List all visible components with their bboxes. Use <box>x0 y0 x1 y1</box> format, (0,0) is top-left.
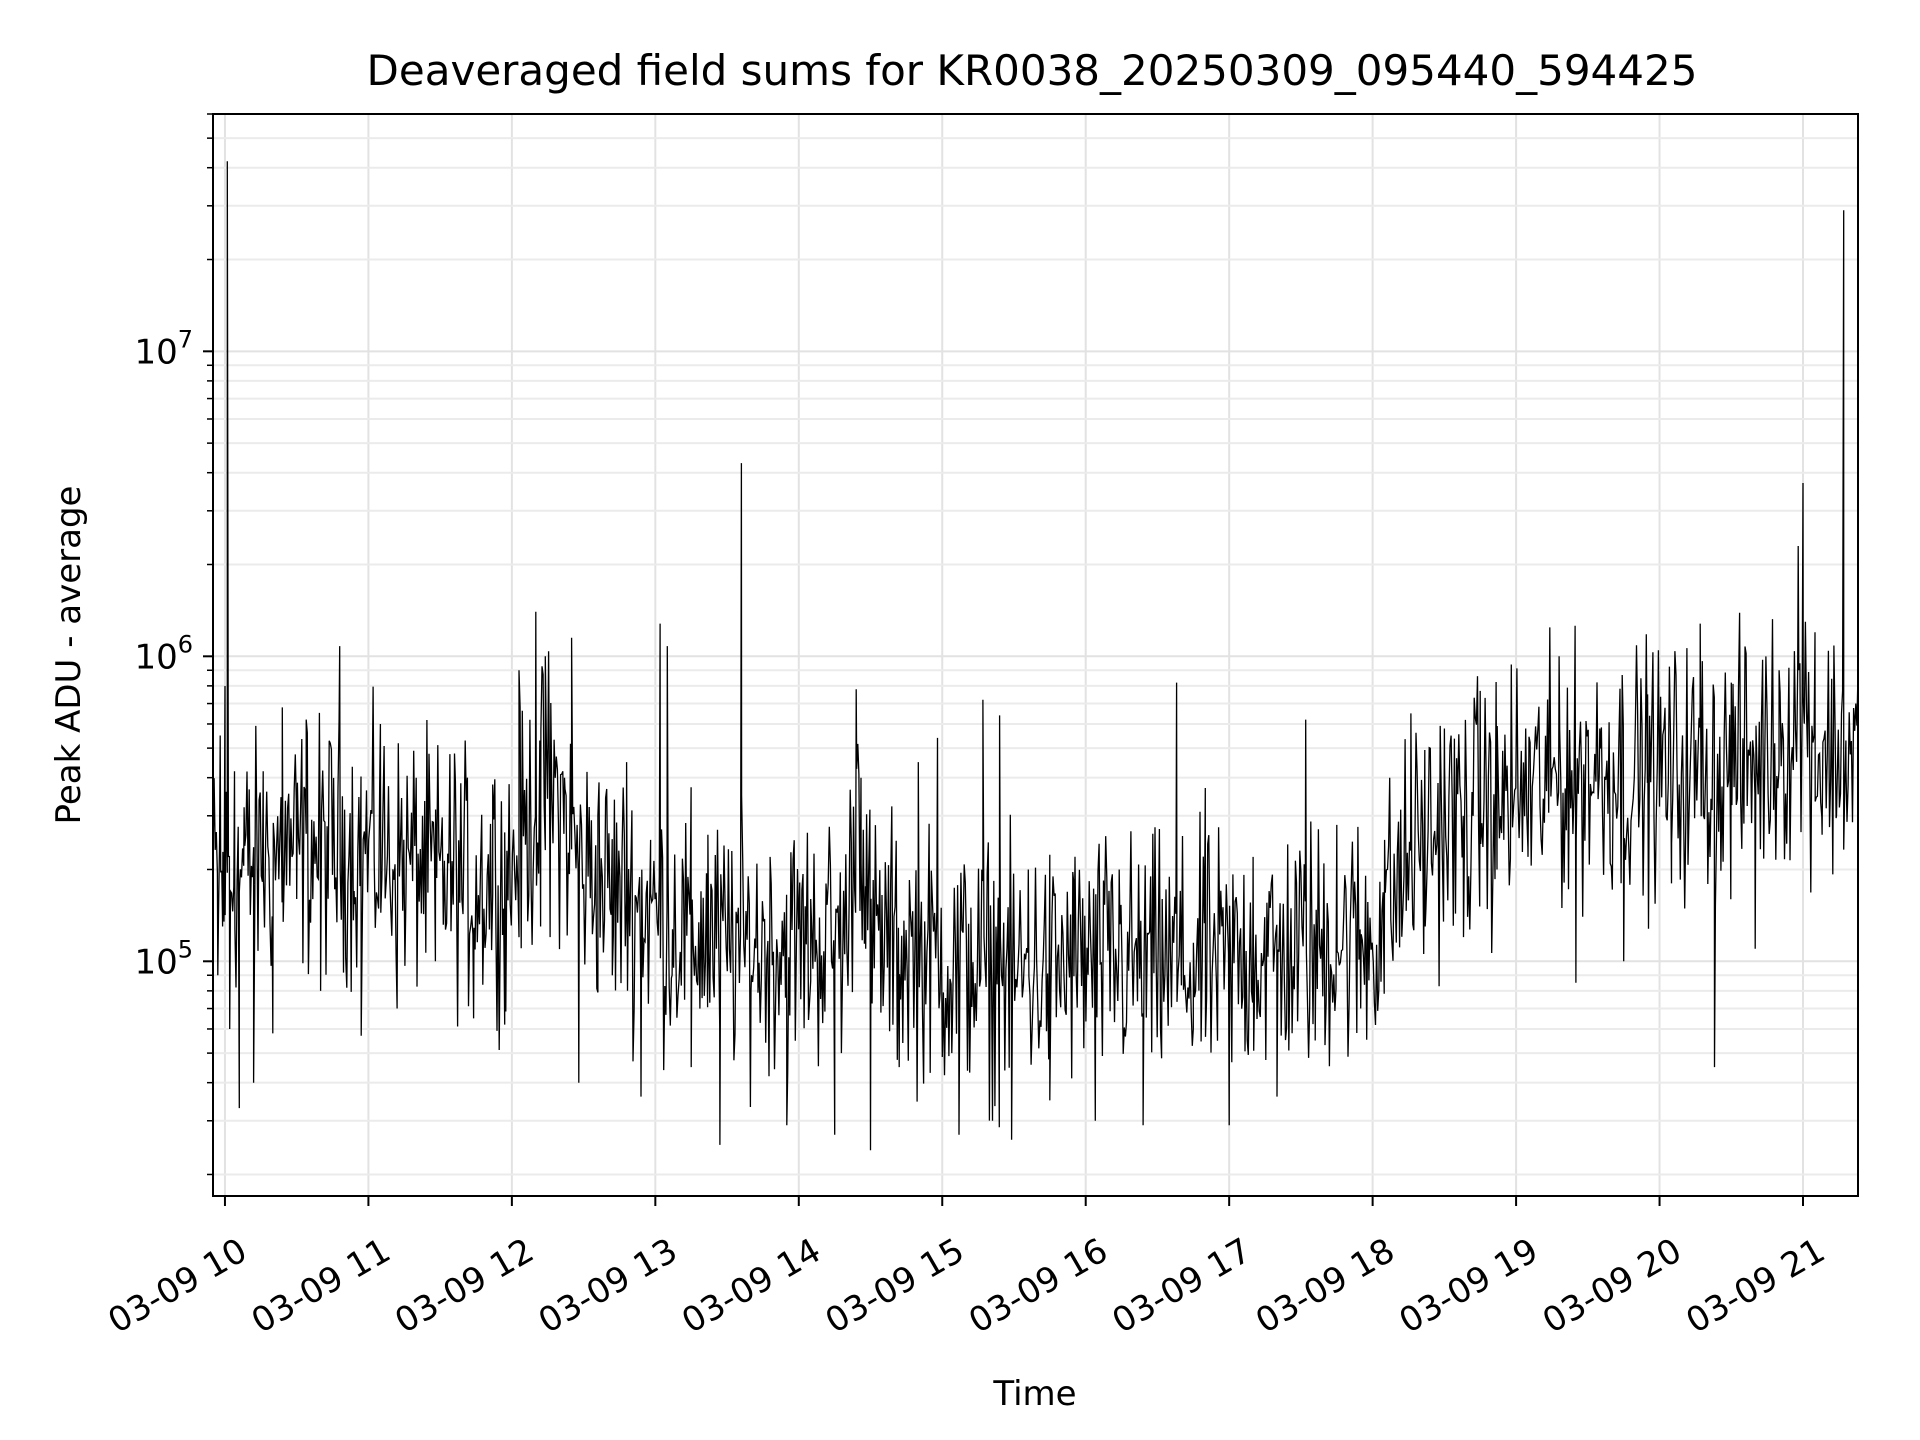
x-tick-label: 03-09 18 <box>1249 1231 1401 1342</box>
grid-lines <box>213 113 1858 1196</box>
y-tick-label: 105 <box>134 935 193 982</box>
y-tick-label: 106 <box>134 630 193 677</box>
x-tick-label: 03-09 11 <box>245 1231 397 1342</box>
x-tick-label: 03-09 15 <box>819 1231 971 1342</box>
x-tick-label: 03-09 20 <box>1536 1231 1688 1342</box>
series-line <box>212 161 1859 1151</box>
x-tick-label: 03-09 19 <box>1393 1231 1545 1342</box>
x-tick-label: 03-09 16 <box>962 1231 1114 1342</box>
x-tick-label: 03-09 10 <box>101 1231 253 1342</box>
x-tick-label: 03-09 12 <box>388 1231 540 1342</box>
y-axis: 105 106 107 <box>134 113 213 1176</box>
x-tick-label: 03-09 13 <box>532 1231 684 1342</box>
x-tick-label: 03-09 17 <box>1106 1231 1258 1342</box>
plot-frame <box>212 113 1859 1197</box>
data-series <box>212 161 1859 1151</box>
x-tick-label: 03-09 14 <box>675 1231 827 1342</box>
x-tick-label: 03-09 21 <box>1680 1231 1832 1342</box>
chart-title: Deaveraged field sums for KR0038_2025030… <box>367 46 1698 95</box>
x-axis-label: Time <box>992 1374 1076 1414</box>
y-tick-label: 107 <box>134 325 193 372</box>
y-axis-label: Peak ADU - average <box>49 486 89 825</box>
